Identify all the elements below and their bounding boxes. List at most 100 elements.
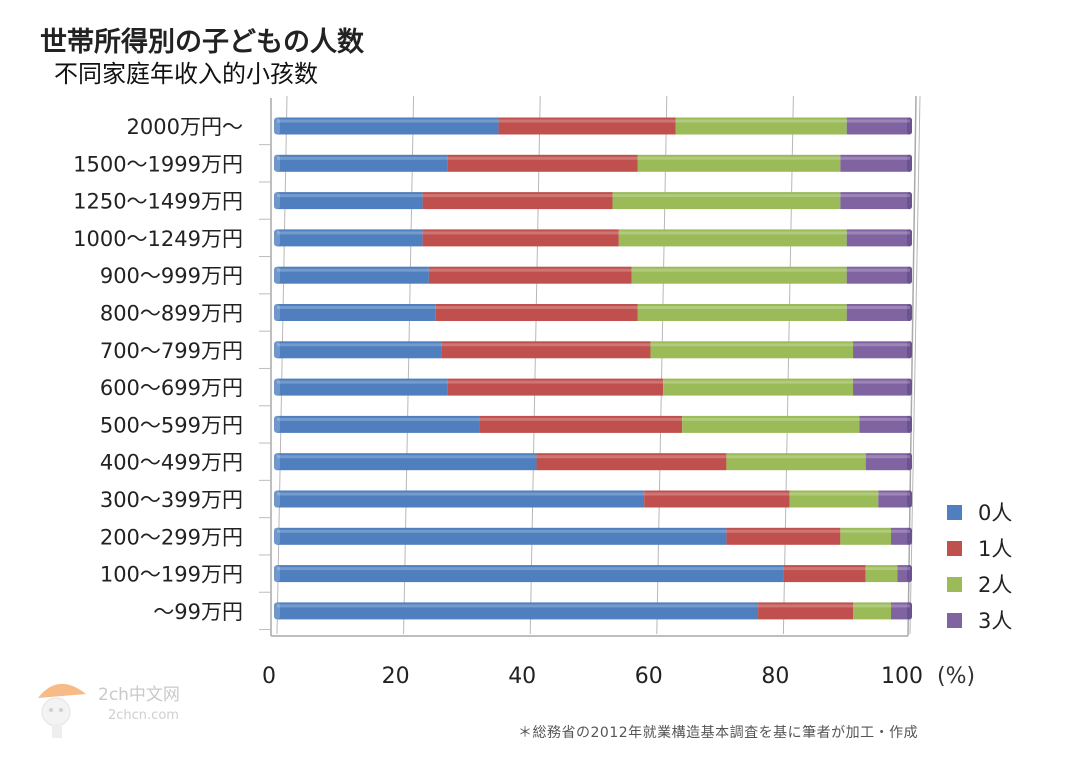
- gridline-x-60: [656, 95, 668, 635]
- bar-segment-1-row-6: [441, 341, 651, 359]
- bar-segment-3-row-10: [878, 490, 910, 508]
- source-note: ＊総務省の2012年就業構造基本調査を基に筆者が加工・作成: [518, 725, 919, 741]
- bar-segment-1-row-4: [428, 266, 632, 284]
- bar-segment-1-row-13: [758, 602, 854, 620]
- bar-segment-0-row-1: [277, 154, 448, 172]
- bar-cap-right: [907, 378, 912, 396]
- bar-cap-left: [274, 602, 280, 620]
- bar-cap-left: [274, 192, 280, 210]
- bar-cap-right: [907, 117, 912, 135]
- bar-segment-3-row-1: [840, 154, 910, 172]
- legend-swatch-1: [947, 541, 962, 556]
- bar-segment-3-row-6: [853, 341, 910, 359]
- category-label: 2000万円～: [127, 115, 243, 139]
- bar-segment-2-row-5: [637, 304, 847, 321]
- bar-segment-1-row-7: [447, 378, 664, 396]
- bar-segment-3-row-13: [891, 602, 910, 620]
- bar-segment-2-row-3: [618, 229, 847, 247]
- bar-segment-0-row-6: [277, 341, 442, 359]
- bar-segment-0-row-4: [277, 266, 429, 284]
- bar-sheen: [277, 417, 910, 421]
- bar-segment-3-row-11: [891, 527, 910, 545]
- umbrella-icon: [38, 683, 86, 738]
- bar-segment-0-row-7: [277, 378, 448, 396]
- bar-segment-0-row-12: [277, 565, 784, 583]
- bar-segment-0-row-10: [277, 490, 645, 508]
- bar-segment-1-row-5: [435, 304, 638, 321]
- bar-segment-1-row-8: [479, 415, 683, 433]
- bar-sheen: [277, 268, 910, 272]
- bar-segment-0-row-11: [277, 527, 727, 545]
- bar-sheen: [277, 455, 910, 459]
- chart-axes: [259, 95, 917, 637]
- bar-segment-0-row-5: [277, 304, 436, 321]
- bar-cap-left: [274, 453, 280, 471]
- bar-segment-3-row-0: [846, 117, 910, 135]
- bar-segment-1-row-9: [536, 453, 727, 471]
- legend-label-2: 2人: [978, 573, 1012, 597]
- category-labels: 2000万円～ 1500～1999万円 1250～1499万円 1000～1249万円…: [73, 115, 243, 624]
- x-tick-label-0: 0: [262, 664, 276, 689]
- bar-segment-2-row-1: [637, 154, 841, 172]
- bar-segment-1-row-3: [422, 229, 619, 247]
- bar-segment-0-row-0: [277, 117, 499, 135]
- category-label: 1250～1499万円: [73, 190, 243, 214]
- bar-cap-right: [907, 192, 912, 210]
- legend-label-1: 1人: [978, 537, 1012, 561]
- category-label: 700～799万円: [100, 339, 243, 363]
- bar-segment-3-row-2: [840, 192, 910, 210]
- bar-segment-3-row-5: [846, 304, 910, 321]
- bar-sheen: [277, 306, 910, 309]
- bar-segment-2-row-7: [663, 378, 854, 396]
- bar-segment-2-row-11: [840, 527, 892, 545]
- bar-segment-2-row-13: [853, 602, 892, 620]
- gridline-x-40: [529, 95, 541, 635]
- bar-segment-3-row-8: [859, 415, 910, 433]
- bar-cap-left: [274, 154, 280, 172]
- bar-cap-left: [274, 527, 280, 545]
- bar-cap-left: [274, 415, 280, 433]
- bar-segment-2-row-12: [865, 565, 898, 583]
- gridline-x-80: [782, 95, 794, 635]
- chart-subtitle: 不同家庭年收入的小孩数: [54, 60, 318, 88]
- bar-sheen: [277, 231, 910, 235]
- chart-legend: 0人 1人 2人 3人: [947, 501, 1012, 633]
- legend-label-0: 0人: [978, 501, 1012, 525]
- bar-segment-1-row-10: [644, 490, 790, 508]
- x-tick-label-40: 40: [508, 664, 536, 689]
- bar-segment-2-row-0: [675, 117, 847, 135]
- bar-sheen: [277, 492, 910, 496]
- legend-label-3: 3人: [978, 609, 1012, 633]
- x-tick-label-60: 60: [635, 664, 663, 689]
- category-label: 1000～1249万円: [73, 227, 243, 251]
- bar-sheen: [277, 604, 910, 608]
- chart-grid: [276, 95, 921, 635]
- bar-cap-right: [907, 341, 912, 359]
- bar-segment-3-row-12: [897, 565, 910, 583]
- bar-segment-1-row-1: [447, 154, 638, 172]
- bar-segment-1-row-12: [783, 565, 866, 583]
- bar-sheen: [277, 119, 910, 123]
- bar-segment-2-row-9: [726, 453, 866, 471]
- gridline-x-100: [909, 95, 921, 635]
- bar-cap-left: [274, 304, 280, 321]
- bar-segment-2-row-6: [650, 341, 854, 359]
- bar-cap-left: [274, 117, 280, 135]
- bar-segment-2-row-8: [682, 415, 860, 433]
- watermark-text: 2ch中文网: [98, 685, 180, 705]
- bar-cap-right: [907, 602, 912, 620]
- x-tick-label-20: 20: [382, 664, 410, 689]
- category-label: 100～199万円: [100, 563, 243, 587]
- bar-segment-1-row-2: [422, 192, 613, 210]
- bar-sheen: [277, 156, 910, 160]
- bar-cap-left: [274, 378, 280, 396]
- bar-segment-3-row-9: [865, 453, 910, 471]
- bar-segment-0-row-2: [277, 192, 423, 210]
- bar-segment-2-row-2: [612, 192, 841, 210]
- bar-cap-left: [274, 490, 280, 508]
- bar-segment-1-row-11: [726, 527, 841, 545]
- bar-cap-left: [274, 229, 280, 247]
- bar-cap-right: [907, 453, 912, 471]
- bar-sheen: [277, 380, 910, 384]
